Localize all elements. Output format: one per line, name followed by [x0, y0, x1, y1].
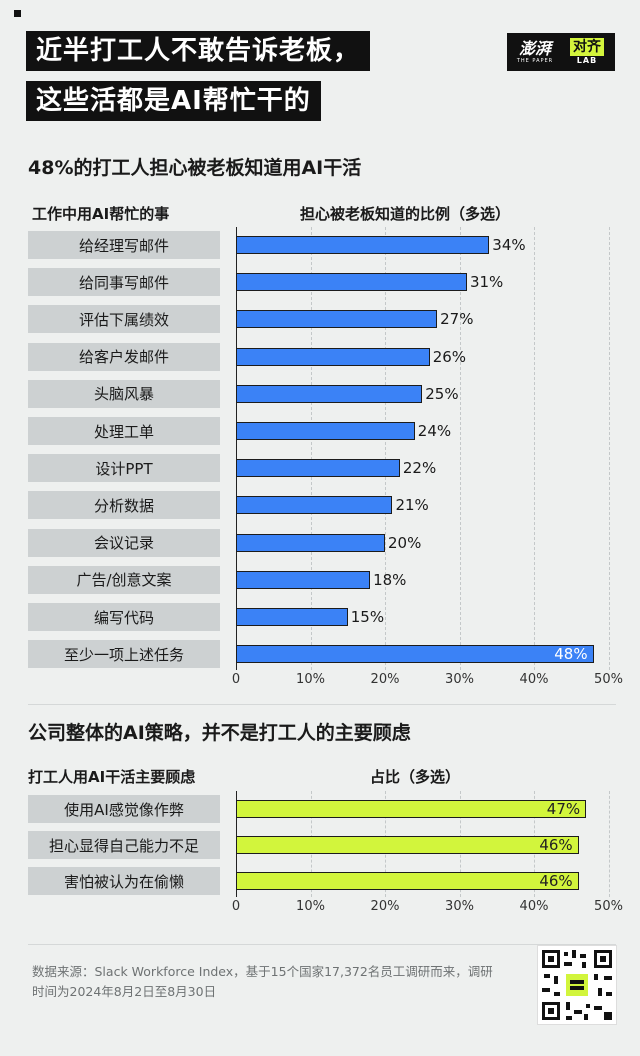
- value-label: 20%: [388, 533, 422, 552]
- category-label: 设计PPT: [28, 454, 220, 483]
- category-label: 至少一项上述任务: [28, 640, 220, 669]
- chart1-gridline: [608, 227, 610, 671]
- x-tick-label: 40%: [519, 672, 549, 688]
- category-label: 给客户发邮件: [28, 342, 220, 371]
- category-label: 使用AI感觉像作弊: [28, 795, 220, 823]
- bar: [236, 836, 579, 854]
- value-label: 34%: [492, 236, 526, 254]
- value-label: 18%: [373, 570, 407, 589]
- chart1-gridline: [385, 227, 386, 671]
- chart2-title: 公司整体的AI策略，并不是打工人的主要顾虑: [28, 722, 411, 744]
- bar: [236, 236, 490, 254]
- x-tick-label: 50%: [594, 672, 623, 688]
- x-tick-label: 10%: [296, 672, 325, 688]
- lab-label: LAB: [576, 56, 598, 65]
- bar: [236, 273, 467, 292]
- bar: [236, 872, 579, 890]
- value-label: 15%: [350, 608, 385, 626]
- value-label: 26%: [432, 347, 467, 366]
- bar: [236, 459, 400, 478]
- bar: [236, 384, 423, 403]
- x-tick-label: 10%: [296, 899, 325, 914]
- source-note: 数据来源：Slack Workforce Index，基于15个国家17,372…: [32, 964, 493, 999]
- bar: [236, 645, 594, 664]
- logo-name: 澎湃: [518, 38, 551, 58]
- category-label: 害怕被认为在偷懒: [28, 867, 220, 895]
- chart1-category-header: 工作中用AI帮忙的事: [32, 205, 170, 223]
- x-tick-label: 20%: [370, 899, 400, 914]
- category-label: 分析数据: [28, 491, 220, 520]
- bar: [236, 347, 430, 366]
- category-label: 会议记录: [28, 528, 220, 557]
- value-label: 21%: [395, 496, 429, 515]
- category-label: 编写代码: [28, 603, 220, 631]
- chart1-gridline: [534, 227, 535, 671]
- x-tick-label: 30%: [445, 899, 474, 914]
- x-tick-label: 30%: [445, 672, 474, 688]
- bar: [236, 422, 415, 440]
- value-label: 46%: [539, 872, 573, 890]
- qr-code-graphic: [542, 950, 612, 1020]
- chart1-gridline: [310, 227, 312, 671]
- chart2-category-header: 打工人用AI干活主要顾虑: [28, 768, 196, 786]
- x-tick-label: 50%: [594, 899, 623, 914]
- bar: [236, 310, 438, 329]
- value-label: 47%: [546, 800, 581, 818]
- bar: [236, 608, 348, 626]
- chart2-gridline: [608, 791, 610, 897]
- category-label: 头脑风暴: [28, 379, 220, 408]
- chart1-value-header: 担心被老板知道的比例（多选）: [300, 205, 511, 223]
- section-divider: [28, 704, 616, 705]
- headline-line-1: 近半打工人不敢告诉老板，: [26, 31, 371, 71]
- chart1-title: 48%的打工人担心被老板知道用AI干活: [28, 157, 362, 179]
- value-label: 24%: [417, 422, 452, 440]
- lab-name: 对齐: [570, 38, 604, 56]
- qr-code: [537, 945, 617, 1025]
- corner-mark: [14, 10, 21, 17]
- bar: [236, 800, 587, 818]
- value-label: 48%: [554, 645, 588, 664]
- footer-divider: [28, 944, 616, 945]
- bar: [236, 570, 371, 589]
- bar: [236, 533, 385, 552]
- category-label: 担心显得自己能力不足: [28, 831, 220, 859]
- value-label: 31%: [469, 273, 504, 292]
- x-tick-label: 40%: [519, 899, 549, 914]
- chart2-value-header: 占比（多选）: [370, 768, 461, 786]
- chart1-axis: [236, 227, 237, 671]
- x-tick-label: 20%: [370, 672, 400, 688]
- brand-logo: 澎湃 THE PAPER 对齐 LAB: [507, 33, 615, 71]
- category-label: 广告/创意文案: [28, 565, 220, 594]
- x-tick-label: 0: [231, 672, 241, 688]
- chart1-gridline: [459, 227, 461, 671]
- x-tick-label: 0: [231, 899, 241, 914]
- value-label: 46%: [539, 836, 573, 854]
- category-label: 评估下属绩效: [28, 305, 220, 334]
- logo-subtitle: THE PAPER: [516, 57, 554, 64]
- value-label: 25%: [425, 384, 459, 403]
- category-label: 给经理写邮件: [28, 231, 220, 259]
- category-label: 给同事写邮件: [28, 268, 220, 297]
- category-label: 处理工单: [28, 417, 220, 445]
- bar: [236, 496, 393, 515]
- value-label: 22%: [402, 459, 437, 478]
- value-label: 27%: [440, 310, 474, 329]
- headline-line-2: 这些活都是AI帮忙干的: [26, 81, 321, 121]
